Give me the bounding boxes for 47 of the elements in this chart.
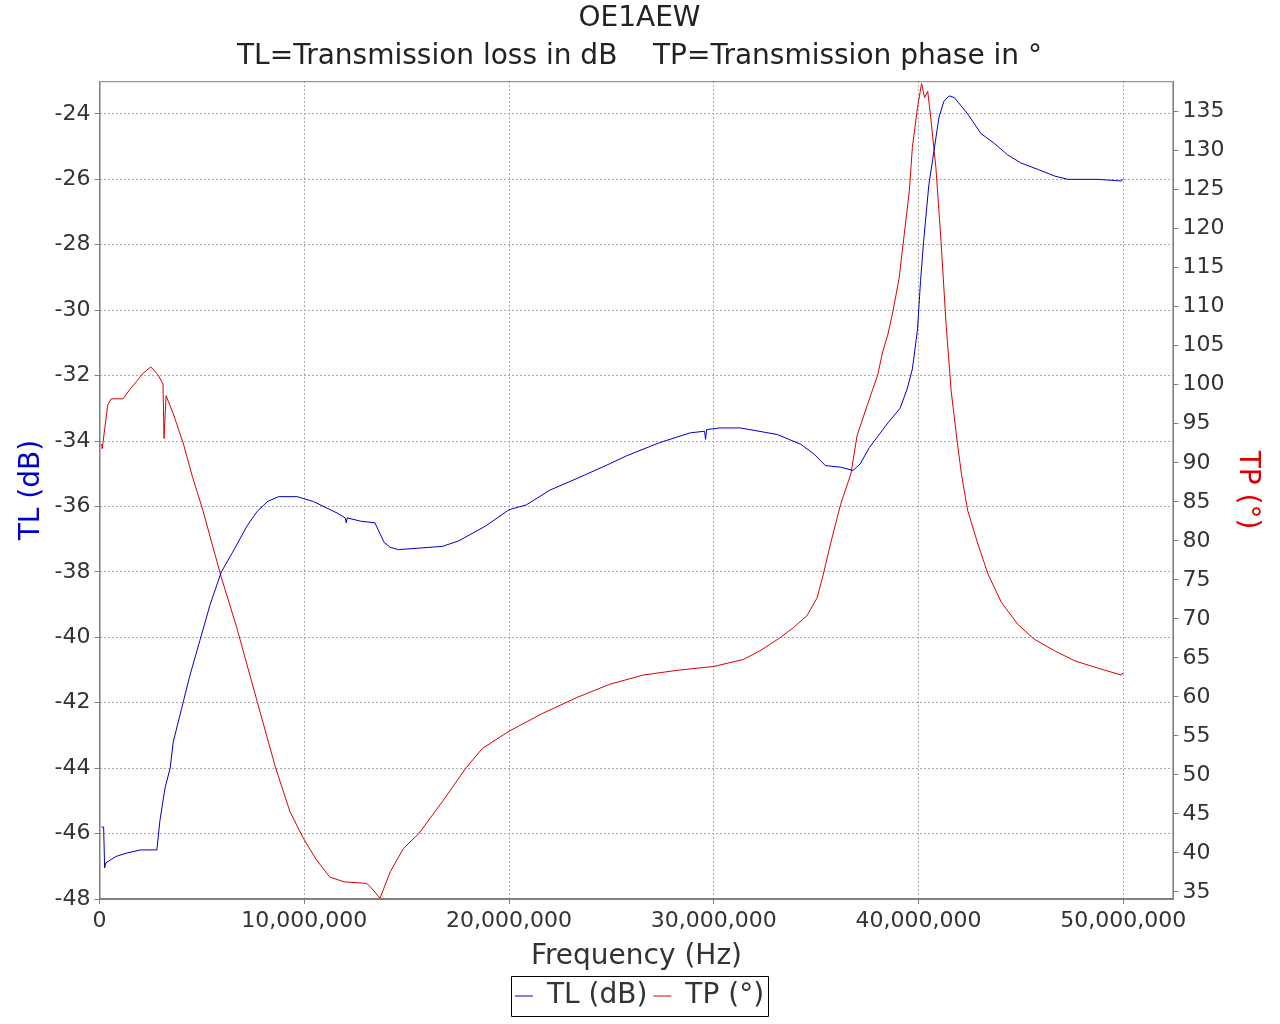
- y-tick-label: -36: [54, 492, 91, 518]
- y-tick-label: -42: [54, 688, 91, 714]
- y2-tick-label: 40: [1182, 838, 1211, 864]
- y2-tick-label: 50: [1182, 760, 1211, 786]
- y-tick-label: -34: [54, 426, 91, 452]
- y-tick-label: -40: [54, 623, 91, 649]
- chart-title: OE1AEW: [578, 0, 701, 34]
- y2-tick-label: 85: [1182, 487, 1211, 513]
- y2-tick-label: 105: [1182, 331, 1225, 357]
- y2-tick-label: 135: [1182, 97, 1225, 123]
- y2-tick-label: 100: [1182, 370, 1225, 396]
- y-tick-label: -26: [54, 165, 91, 191]
- x-tick-label: 10,000,000: [241, 906, 368, 932]
- y2-tick-label: 95: [1182, 409, 1211, 435]
- y2-tick-label: 35: [1182, 877, 1211, 903]
- y-tick-label: -24: [54, 99, 91, 125]
- y-tick-label: -48: [54, 884, 91, 910]
- y2-tick-label: 55: [1182, 721, 1211, 747]
- y2-tick-label: 130: [1182, 136, 1225, 162]
- y2-tick-label: 65: [1182, 643, 1211, 669]
- x-tick-label: 50,000,000: [1060, 906, 1187, 932]
- y-tick-label: -30: [54, 295, 91, 321]
- y2-tick-label: 110: [1182, 292, 1225, 318]
- chart-subtitle: TL=Transmission loss in dB TP=Transmission phase in °: [236, 37, 1042, 71]
- y-tick-label: -38: [54, 557, 91, 583]
- x-tick-label: 40,000,000: [855, 906, 982, 932]
- y-tick-label: -44: [54, 753, 91, 779]
- legend-label: TL (dB): [545, 977, 648, 1011]
- y2-tick-label: 115: [1182, 253, 1225, 279]
- y-axis-title: TL (dB): [13, 439, 47, 542]
- y2-tick-label: 60: [1182, 682, 1211, 708]
- legend-label: TP (°): [684, 977, 765, 1011]
- y2-tick-label: 120: [1182, 214, 1225, 240]
- y-tick-label: -46: [54, 819, 91, 845]
- x-tick-label: 30,000,000: [650, 906, 777, 932]
- y2-tick-label: 45: [1182, 799, 1211, 825]
- x-axis-title: Frequency (Hz): [530, 938, 743, 972]
- y-tick-label: -28: [54, 230, 91, 256]
- y2-axis-title: TP (°): [1232, 449, 1266, 530]
- y2-tick-label: 75: [1182, 565, 1211, 591]
- y2-tick-label: 70: [1182, 604, 1211, 630]
- y2-tick-label: 125: [1182, 175, 1225, 201]
- y2-tick-label: 90: [1182, 448, 1211, 474]
- x-tick-label: 0: [92, 906, 107, 932]
- y2-tick-label: 80: [1182, 526, 1211, 552]
- y-tick-label: -32: [54, 361, 91, 387]
- x-tick-label: 20,000,000: [446, 906, 572, 932]
